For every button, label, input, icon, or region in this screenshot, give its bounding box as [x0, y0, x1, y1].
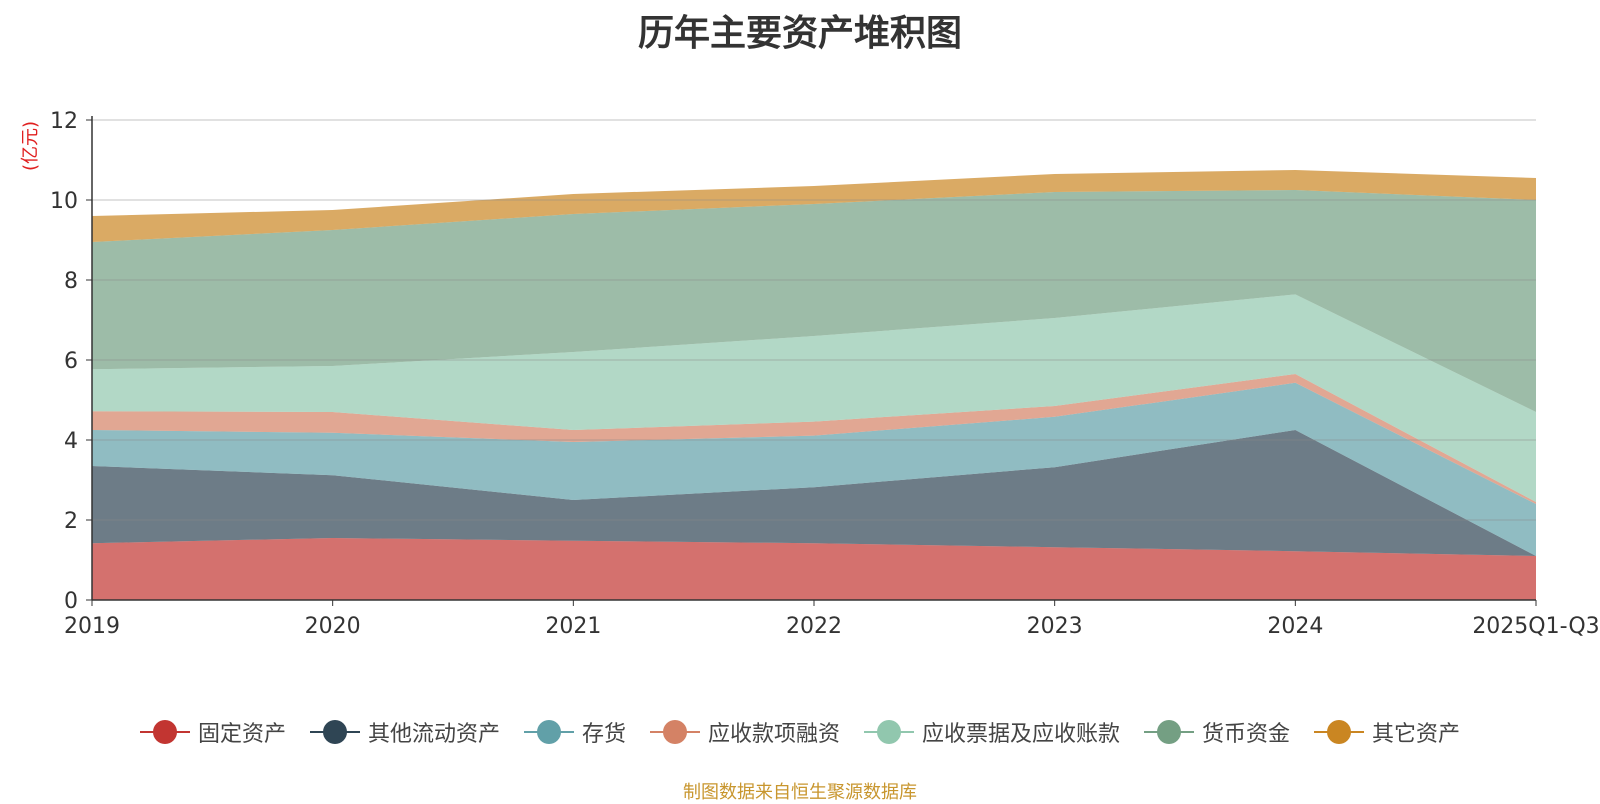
legend-marker-dot: [877, 720, 901, 744]
legend-label: 应收票据及应收账款: [922, 722, 1121, 747]
legend-label: 应收款项融资: [707, 722, 840, 747]
legend-item[interactable]: 应收款项融资: [649, 716, 840, 748]
legend-marker-dot: [662, 720, 687, 744]
legend-label: 固定资产: [197, 722, 286, 747]
legend-marker-dot: [322, 720, 347, 744]
legend: 固定资产 其他流动资产 存货 应收款项融资 应收票据及应收账款 货币资金 其它资产: [0, 716, 1600, 748]
x-tick-label: 2023: [1027, 614, 1083, 639]
y-tick-label: 12: [50, 109, 78, 134]
area-series-6: [92, 190, 1536, 412]
legend-item[interactable]: 固定资产: [139, 716, 286, 748]
legend-item[interactable]: 其它资产: [1314, 716, 1460, 748]
area-series-5: [92, 294, 1536, 502]
y-axis-unit-label: (亿元): [20, 121, 41, 171]
legend-item[interactable]: 存货: [523, 716, 626, 748]
source-note: 制图数据来自恒生聚源数据库: [683, 782, 917, 803]
area-series-1: [92, 538, 1536, 600]
legend-marker-icon: [139, 720, 190, 744]
legend-label: 货币资金: [1202, 722, 1291, 747]
legend-marker-icon: [864, 720, 914, 744]
y-tick-label: 6: [64, 349, 78, 374]
area-series-2: [92, 430, 1536, 556]
chart-title: 历年主要资产堆积图: [637, 13, 962, 54]
legend-item[interactable]: 应收票据及应收账款: [864, 716, 1120, 748]
legend-marker-icon: [309, 720, 360, 744]
legend-item[interactable]: 其他流动资产: [309, 716, 500, 748]
legend-label: 存货: [581, 722, 626, 747]
legend-marker-dot: [152, 720, 177, 744]
x-tick-label: 2022: [786, 614, 842, 639]
x-tick-label: 2024: [1267, 614, 1323, 639]
y-tick-label: 8: [64, 269, 78, 294]
legend-label: 其他流动资产: [367, 722, 500, 747]
legend-marker-dot: [536, 720, 561, 744]
legend-marker-dot: [1157, 720, 1182, 744]
legend-marker-dot: [1327, 720, 1352, 744]
legend-item[interactable]: 货币资金: [1144, 716, 1290, 748]
legend-marker-icon: [1314, 720, 1365, 744]
y-tick-label: 4: [64, 429, 78, 454]
legend-marker-icon: [1144, 720, 1195, 744]
legend-marker-icon: [649, 720, 700, 744]
legend-marker-icon: [523, 720, 574, 744]
legend-label: 其它资产: [1372, 722, 1461, 747]
area-series-7: [92, 170, 1536, 242]
x-tick-label: 2019: [64, 614, 120, 639]
area-series-3: [92, 382, 1536, 556]
x-tick-label: 2025Q1-Q3: [1472, 614, 1599, 639]
y-tick-label: 2: [64, 509, 78, 534]
y-tick-label: 10: [50, 189, 78, 214]
x-tick-label: 2020: [305, 614, 361, 639]
x-tick-label: 2021: [545, 614, 601, 639]
y-tick-label: 0: [64, 589, 78, 614]
